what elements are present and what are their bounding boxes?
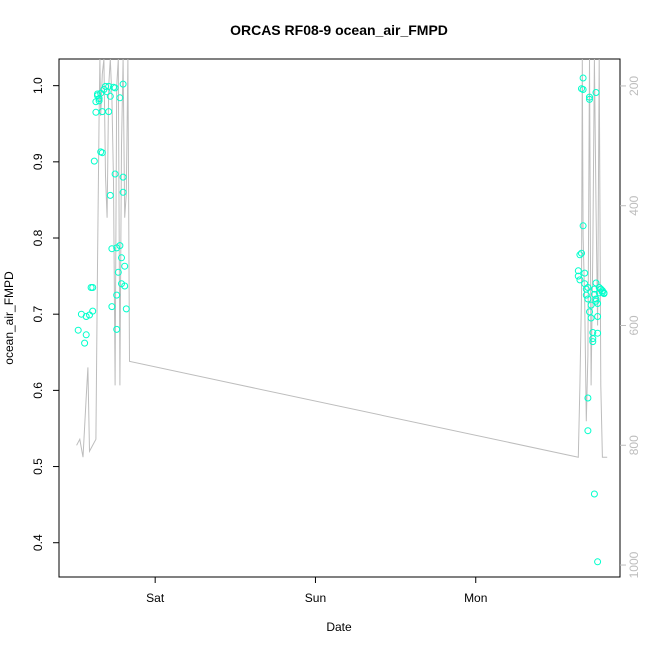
data-point xyxy=(105,108,113,116)
data-point xyxy=(119,173,127,181)
data-point xyxy=(111,170,119,178)
y-axis-label: ocean_air_FMPD xyxy=(2,271,16,365)
y2-axis-right: 200 400 600 800 1000 xyxy=(620,76,641,578)
y2-tick-label: 600 xyxy=(627,315,641,335)
data-point xyxy=(579,74,587,82)
data-point xyxy=(92,108,100,116)
x-tick-label: Mon xyxy=(464,591,487,605)
y-tick-label: 0.4 xyxy=(31,534,45,551)
data-point xyxy=(111,84,119,92)
data-point xyxy=(106,92,114,100)
data-point xyxy=(579,86,587,93)
data-point xyxy=(106,191,114,199)
data-point xyxy=(584,427,592,435)
data-point xyxy=(589,338,597,346)
y2-tick-label: 400 xyxy=(627,195,641,215)
data-point xyxy=(586,93,593,101)
y-tick-label: 1.0 xyxy=(31,77,45,94)
data-point xyxy=(90,157,98,165)
x-axis: Sat Sun Mon xyxy=(146,577,487,605)
x-tick-label: Sun xyxy=(305,591,326,605)
data-point xyxy=(121,262,129,270)
series-line-0 xyxy=(76,58,608,458)
data-point xyxy=(584,295,592,303)
data-point xyxy=(584,284,592,291)
data-point xyxy=(108,303,116,311)
data-point xyxy=(576,251,584,259)
y-tick-label: 0.7 xyxy=(31,306,45,323)
data-point xyxy=(89,284,97,291)
chart-title: ORCAS RF08-9 ocean_air_FMPD xyxy=(230,22,448,38)
data-point xyxy=(592,89,600,96)
y2-tick-label: 200 xyxy=(627,76,641,96)
data-point xyxy=(116,242,124,250)
data-point xyxy=(113,291,121,299)
data-point xyxy=(578,249,585,257)
y-axis: 0.4 0.5 0.6 0.7 0.8 0.9 1.0 xyxy=(31,77,59,551)
data-point xyxy=(89,307,97,315)
y-tick-label: 0.5 xyxy=(31,458,45,475)
data-point xyxy=(118,254,125,262)
data-point xyxy=(587,314,595,322)
data-point xyxy=(82,331,90,339)
y-tick-label: 0.6 xyxy=(31,382,45,399)
data-point xyxy=(586,95,593,103)
data-point xyxy=(581,269,589,277)
data-point xyxy=(95,97,103,105)
data-point xyxy=(579,222,587,230)
data-point xyxy=(594,300,602,307)
data-point xyxy=(594,558,602,566)
plot-area-frame xyxy=(58,58,621,578)
data-point xyxy=(98,149,106,157)
data-point xyxy=(589,329,597,336)
data-point xyxy=(81,339,89,347)
data-point xyxy=(119,188,127,196)
y-tick-label: 0.9 xyxy=(31,153,45,170)
y2-tick-label: 1000 xyxy=(627,551,641,578)
data-point xyxy=(592,295,600,303)
data-point xyxy=(119,80,127,88)
data-point xyxy=(82,313,90,320)
data-point xyxy=(113,325,121,333)
data-point xyxy=(594,313,602,320)
data-point xyxy=(582,291,590,299)
data-point xyxy=(584,394,592,402)
y-tick-label: 0.8 xyxy=(31,229,45,246)
data-point xyxy=(576,276,584,284)
y2-tick-label: 800 xyxy=(627,435,641,455)
data-point xyxy=(590,490,598,498)
data-point xyxy=(587,301,595,309)
points-layer xyxy=(74,74,608,566)
data-point xyxy=(116,94,124,102)
data-point xyxy=(574,267,582,275)
data-point xyxy=(122,305,130,313)
data-point xyxy=(121,282,129,290)
data-point xyxy=(574,272,582,280)
data-point xyxy=(108,245,116,253)
data-point xyxy=(590,290,598,298)
data-point xyxy=(114,268,122,276)
data-point xyxy=(74,326,82,334)
data-point xyxy=(600,290,608,298)
x-tick-label: Sat xyxy=(146,591,165,605)
data-point xyxy=(105,82,113,90)
pressure-line-layer xyxy=(76,58,608,458)
data-point xyxy=(592,279,600,287)
x-axis-label: Date xyxy=(326,620,352,634)
data-point xyxy=(594,329,602,337)
